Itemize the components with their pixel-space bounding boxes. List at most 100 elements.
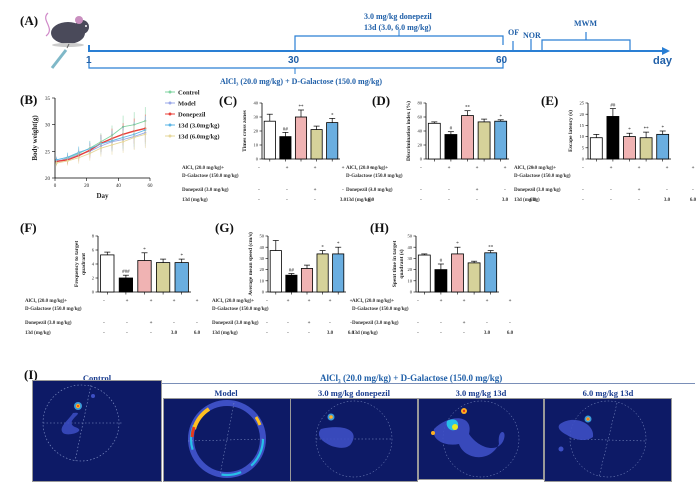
- heatmap-13d-3mg: [418, 398, 544, 480]
- y-axis-label: Body weight(g): [31, 115, 39, 161]
- condition-value: -: [417, 299, 419, 304]
- y-tick-label: 35: [45, 97, 51, 102]
- legend-marker: [168, 123, 172, 127]
- y-tick-label: 10: [408, 278, 413, 283]
- condition-label: AlCl₃ (20.0 mg/kg)+: [212, 299, 255, 304]
- y-tick-label: 40: [408, 245, 413, 250]
- panel-label-c: (C): [219, 93, 238, 108]
- y-tick-label: 20: [418, 143, 423, 148]
- heatmap-title-13d-6: 6.0 mg/kg 13d: [582, 388, 634, 398]
- condition-value: +: [475, 188, 479, 193]
- significance-label: *: [143, 248, 146, 253]
- legend-marker: [168, 90, 172, 94]
- heatmap-group-header: AlCl₃ (20.0 mg/kg) + D-Galactose (150.0 …: [320, 373, 503, 383]
- condition-value: -: [126, 331, 128, 336]
- legend-entry: 13d (6.0mg/kg): [178, 134, 220, 141]
- condition-label: AlCl₃ (20.0 mg/kg)+: [182, 166, 225, 171]
- bar-donepezil: [461, 115, 474, 160]
- condition-value: -: [258, 166, 260, 171]
- condition-value: -: [126, 321, 128, 326]
- x-axis-label: Day: [96, 192, 109, 200]
- induction-bracket: [88, 58, 504, 69]
- bar-control: [100, 254, 115, 293]
- y-tick-label: 40: [418, 129, 423, 134]
- condition-label: AlCl₃ (20.0 mg/kg)+: [346, 166, 389, 171]
- condition-value: -: [420, 166, 422, 171]
- condition-value: 3.0: [339, 198, 347, 203]
- condition-table-c: AlCl₃ (20.0 mg/kg)+ D-Galactose (150.0 mg…: [182, 165, 374, 235]
- condition-value: +: [328, 299, 332, 304]
- y-tick-label: 25: [580, 101, 585, 106]
- legend-entry: Control: [178, 90, 200, 97]
- y-tick-label: 10: [254, 143, 259, 148]
- significance-label: ###: [122, 270, 130, 275]
- y-tick-label: 5: [582, 145, 585, 150]
- y-tick-label: 6: [92, 248, 95, 253]
- condition-value: -: [258, 198, 260, 203]
- data-point: [77, 156, 80, 159]
- condition-value: -: [509, 321, 511, 326]
- y-axis-label: Escape latency (s): [567, 110, 574, 152]
- heatmap-title-model: Model: [214, 388, 238, 398]
- significance-label: *: [456, 242, 459, 247]
- y-tick-label: 30: [254, 115, 259, 120]
- condition-value: -: [103, 331, 105, 336]
- condition-value: -: [286, 198, 288, 203]
- condition-value: +: [313, 166, 317, 171]
- significance-label: **: [488, 246, 494, 251]
- bar-control: [589, 137, 603, 160]
- timeline-axis-label: day: [653, 55, 672, 67]
- heatmap-13d-6mg: [544, 398, 672, 482]
- condition-label: D-Galactose (150.0 mg/kg): [25, 307, 82, 312]
- condition-label: 13d (mg/kg): [352, 331, 378, 336]
- y-tick-label: 20: [580, 112, 585, 117]
- bar-13d-6-0: [484, 252, 498, 293]
- panel-label-d: (D): [372, 93, 391, 108]
- condition-value: 6.0: [529, 198, 537, 203]
- bar-model: [434, 269, 448, 293]
- condition-value: +: [691, 166, 695, 171]
- significance-label: *: [661, 126, 664, 131]
- condition-value: -: [463, 331, 465, 336]
- panel-label-h: (H): [370, 220, 389, 235]
- condition-value: -: [638, 198, 640, 203]
- bar-model: [444, 134, 458, 160]
- heatmap-group-line: [160, 383, 695, 384]
- x-tick-label: 40: [116, 184, 122, 189]
- condition-value: +: [508, 299, 512, 304]
- significance-label: ##: [289, 269, 295, 274]
- condition-value: -: [417, 331, 419, 336]
- bar-13d-6-0: [494, 120, 508, 160]
- y-tick-label: 0: [262, 290, 265, 295]
- condition-value: 3.0: [501, 198, 509, 203]
- y-tick-label: 4: [92, 262, 95, 267]
- significance-label: *: [628, 128, 631, 133]
- legend-entry: Donepezil: [178, 112, 206, 119]
- condition-value: -: [286, 188, 288, 193]
- data-point: [88, 152, 91, 155]
- condition-label: D-Galactose (150.0 mg/kg): [514, 174, 571, 179]
- condition-value: -: [103, 321, 105, 326]
- condition-value: -: [314, 198, 316, 203]
- treatment-label-donepezil: 3.0 mg/kg donepezil: [364, 12, 432, 21]
- data-point: [55, 161, 58, 165]
- condition-label: Donepezil (3.0 mg/kg): [514, 188, 561, 193]
- bar-13d-3-0: [467, 262, 481, 293]
- panel-label-e: (E): [541, 93, 559, 108]
- significance-label: *: [321, 246, 324, 251]
- condition-value: +: [149, 321, 153, 326]
- test-label-of: OF: [508, 28, 520, 37]
- condition-value: +: [125, 299, 129, 304]
- condition-label: 13d (mg/kg): [182, 198, 208, 203]
- condition-value: +: [149, 299, 153, 304]
- timeline-day-30: 30: [288, 55, 300, 66]
- panel-label-b: (B): [20, 92, 38, 107]
- x-tick-label: 0: [54, 184, 57, 189]
- y-tick-label: 30: [45, 124, 51, 129]
- condition-value: +: [462, 299, 466, 304]
- condition-value: -: [266, 321, 268, 326]
- condition-table-f: AlCl₃ (20.0 mg/kg)+ D-Galactose (150.0 mg…: [25, 298, 215, 368]
- condition-value: +: [462, 321, 466, 326]
- y-tick-label: 0: [582, 157, 585, 162]
